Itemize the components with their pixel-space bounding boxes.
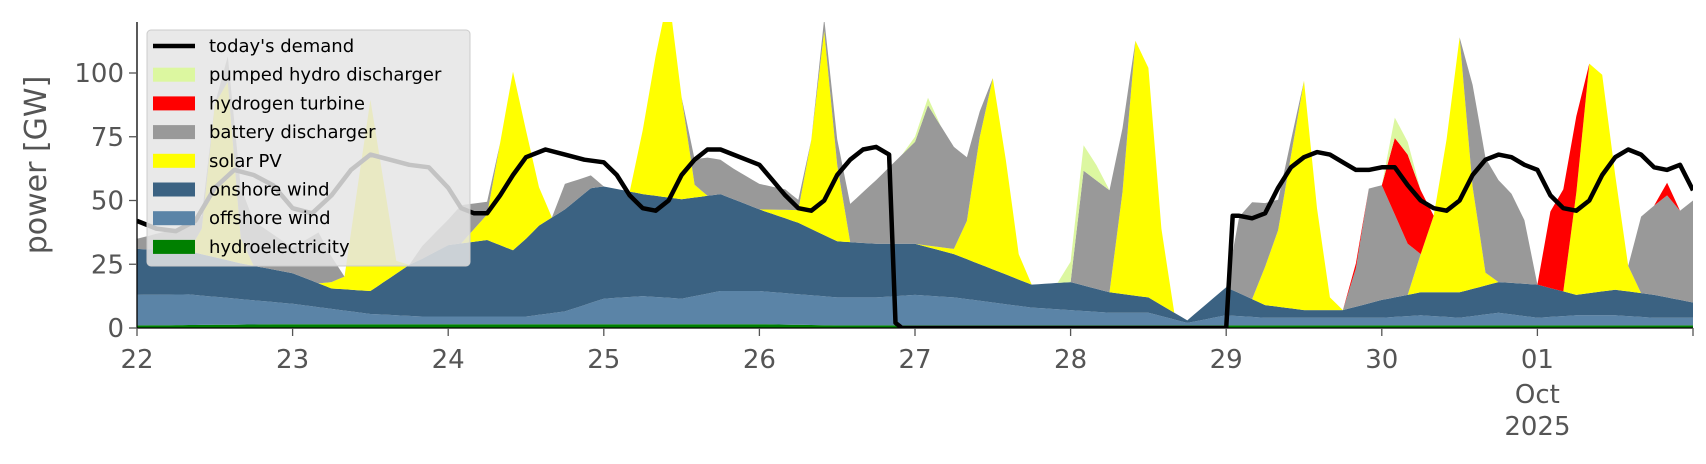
x-tick-label: 01 (1521, 345, 1554, 375)
legend-label-today-s-demand: today's demand (209, 36, 354, 57)
y-tick-label: 100 (74, 59, 124, 89)
legend-swatch-hydrogen-turbine (153, 96, 195, 111)
x-tick-label: 24 (432, 345, 465, 375)
x-tick-label: 25 (587, 345, 620, 375)
x-tick-sublabel: Oct (1515, 380, 1560, 410)
y-tick-label: 75 (91, 123, 124, 153)
area-solar-pv (137, 22, 1693, 321)
x-tick-label: 27 (898, 345, 931, 375)
legend-swatch-onshore-wind (153, 182, 195, 197)
area-offshore-wind (137, 291, 1693, 326)
x-tick-sublabel: 2025 (1504, 412, 1570, 442)
x-tick-label: 26 (743, 345, 776, 375)
legend-swatch-battery-discharger (153, 125, 195, 140)
legend-label-solar-pv: solar PV (209, 151, 282, 172)
legend-label-hydroelectricity: hydroelectricity (209, 237, 350, 258)
legend-label-offshore-wind: offshore wind (209, 208, 331, 229)
area-battery-discharger (137, 22, 1693, 321)
legend-swatch-pumped-hydro-discharger (153, 67, 195, 82)
x-tick-label: 22 (120, 345, 153, 375)
legend-label-pumped-hydro-discharger: pumped hydro discharger (209, 65, 442, 86)
x-tick-label: 23 (276, 345, 309, 375)
x-tick-label: 30 (1365, 345, 1398, 375)
y-tick-label: 0 (107, 314, 124, 344)
legend-label-onshore-wind: onshore wind (209, 180, 330, 201)
legend-box (146, 29, 471, 267)
area-layers (137, 22, 1693, 328)
legend-swatch-hydroelectricity (153, 239, 195, 254)
legend-label-hydrogen-turbine: hydrogen turbine (209, 93, 365, 114)
area-onshore-wind (137, 186, 1693, 323)
x-tick-label: 28 (1054, 345, 1087, 375)
y-tick-label: 50 (91, 187, 124, 217)
x-tick-label: 29 (1210, 345, 1243, 375)
y-axis-label: power [GW] (19, 76, 54, 255)
legend-swatch-offshore-wind (153, 211, 195, 226)
legend-swatch-solar-pv (153, 153, 195, 168)
y-tick-label: 25 (91, 250, 124, 280)
legend: today's demand pumped hydro discharger hyd… (146, 29, 471, 267)
legend-label-battery-discharger: battery discharger (209, 122, 376, 143)
